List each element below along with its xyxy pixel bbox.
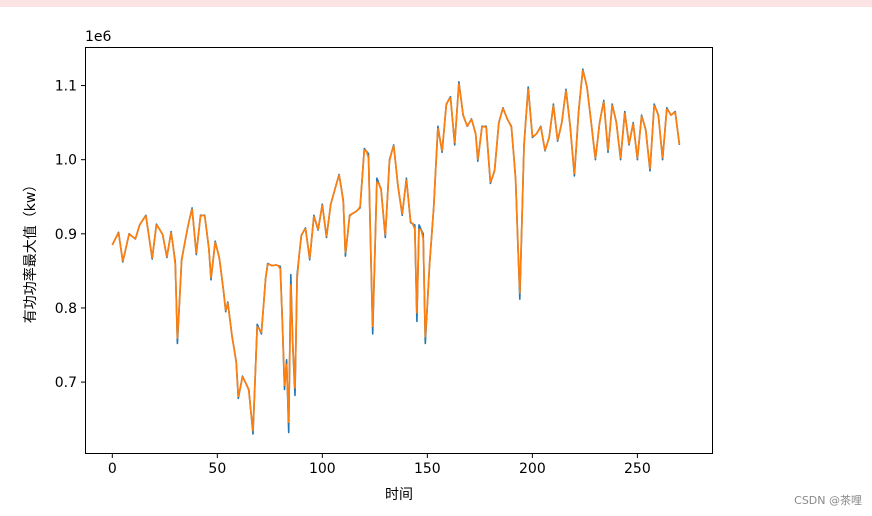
x-axis-label: 时间 <box>385 487 413 503</box>
series-line-orange <box>111 69 681 432</box>
y-tick-label: 0.7 <box>55 375 77 391</box>
plot-frame <box>85 47 713 454</box>
y-tick-label: 1.1 <box>55 79 77 95</box>
x-tick-label: 0 <box>108 461 117 477</box>
offset-text: 1e6 <box>85 29 112 45</box>
y-tick-label: 1.0 <box>55 153 77 169</box>
x-tick-label: 200 <box>519 461 546 477</box>
x-tick-label: 100 <box>309 461 336 477</box>
x-tick-label: 250 <box>624 461 651 477</box>
y-ticks: 0.7 0.8 0.9 1.0 1.1 <box>55 79 85 391</box>
x-ticks: 0 50 100 150 200 250 <box>108 454 651 477</box>
top-bar <box>0 0 872 7</box>
x-tick-label: 50 <box>208 461 226 477</box>
plot-area <box>85 47 713 454</box>
x-tick-label: 150 <box>414 461 441 477</box>
watermark: CSDN @茶哩 <box>794 494 862 507</box>
y-tick-label: 0.8 <box>55 301 77 317</box>
y-tick-label: 0.9 <box>55 227 77 243</box>
series-layer <box>111 68 681 435</box>
y-axis-label: 有功功率最大值（kw） <box>22 178 39 324</box>
